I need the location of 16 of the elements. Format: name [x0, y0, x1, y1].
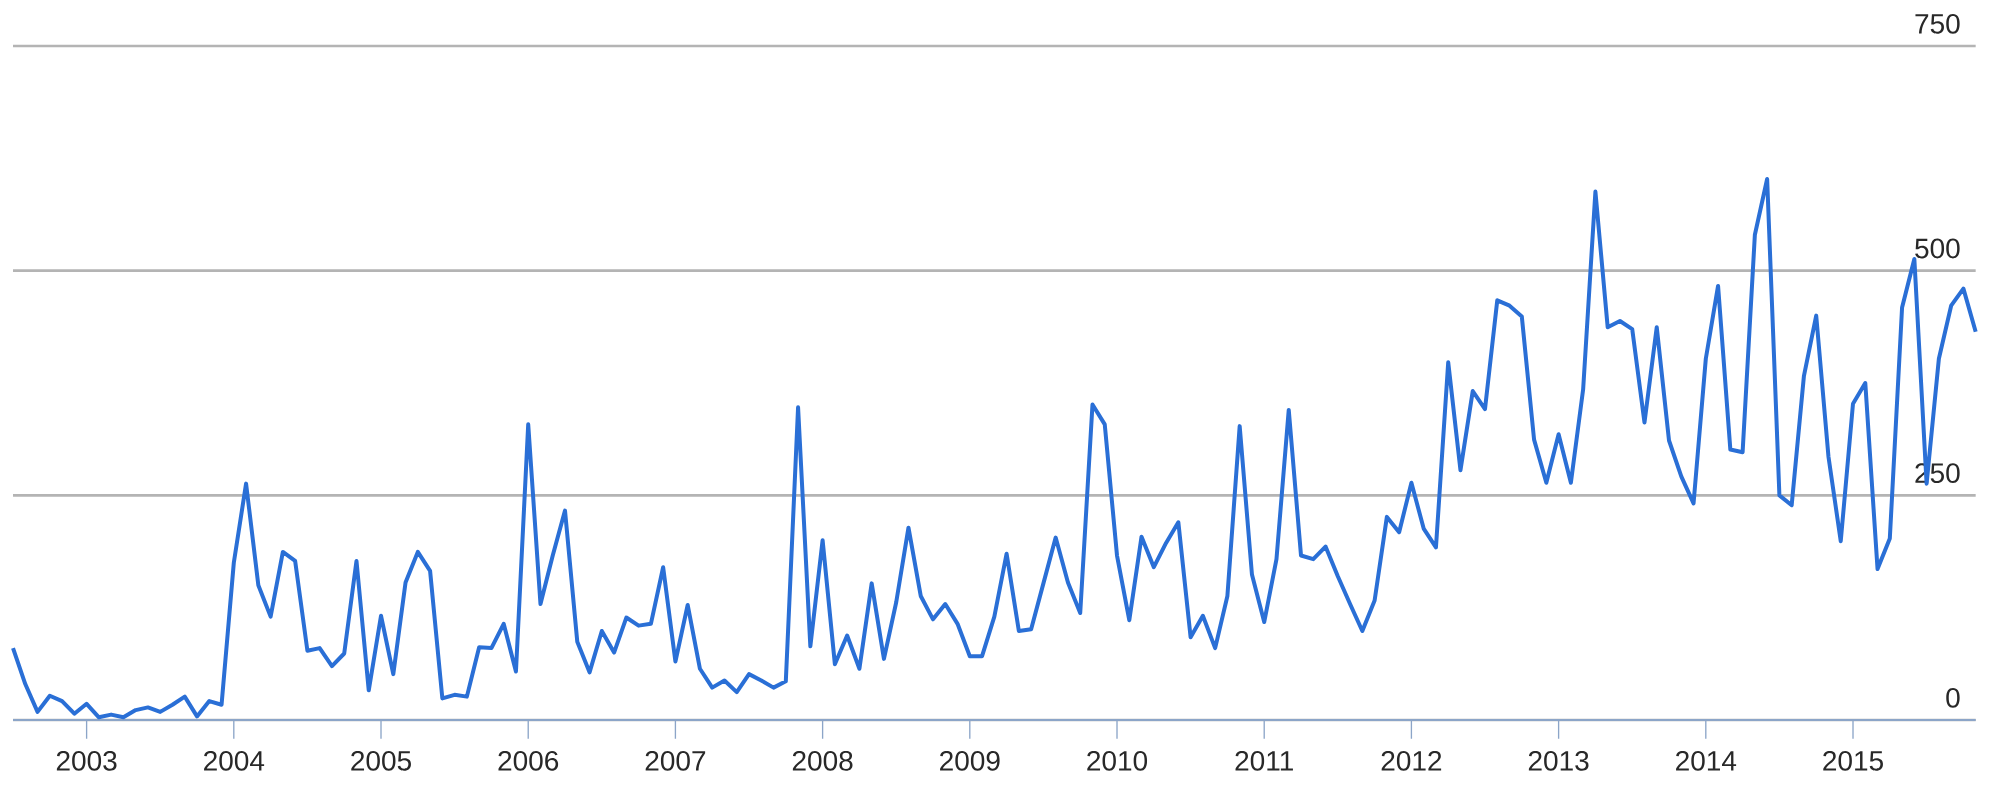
x-tick-label: 2006 [498, 750, 559, 771]
x-tick-label: 2014 [1676, 750, 1737, 771]
x-tick-label: 2003 [56, 750, 117, 771]
x-tick-label: 2008 [792, 750, 853, 771]
x-tick-label: 2011 [1235, 750, 1293, 771]
x-tick-label: 2015 [1823, 750, 1883, 771]
x-tick-label: 2005 [351, 750, 411, 771]
x-tick-label: 2004 [204, 750, 265, 771]
x-tick-label: 2010 [1087, 750, 1148, 771]
x-tick-label: 2012 [1381, 750, 1442, 771]
y-tick-label: 750 [1915, 13, 1960, 34]
y-tick-label: 500 [1915, 238, 1960, 259]
x-tick-label: 2013 [1528, 750, 1589, 771]
y-tick-label: 0 [1946, 687, 1960, 708]
x-tick-label: 2009 [940, 750, 1000, 771]
x-tick-label: 2007 [645, 750, 706, 771]
